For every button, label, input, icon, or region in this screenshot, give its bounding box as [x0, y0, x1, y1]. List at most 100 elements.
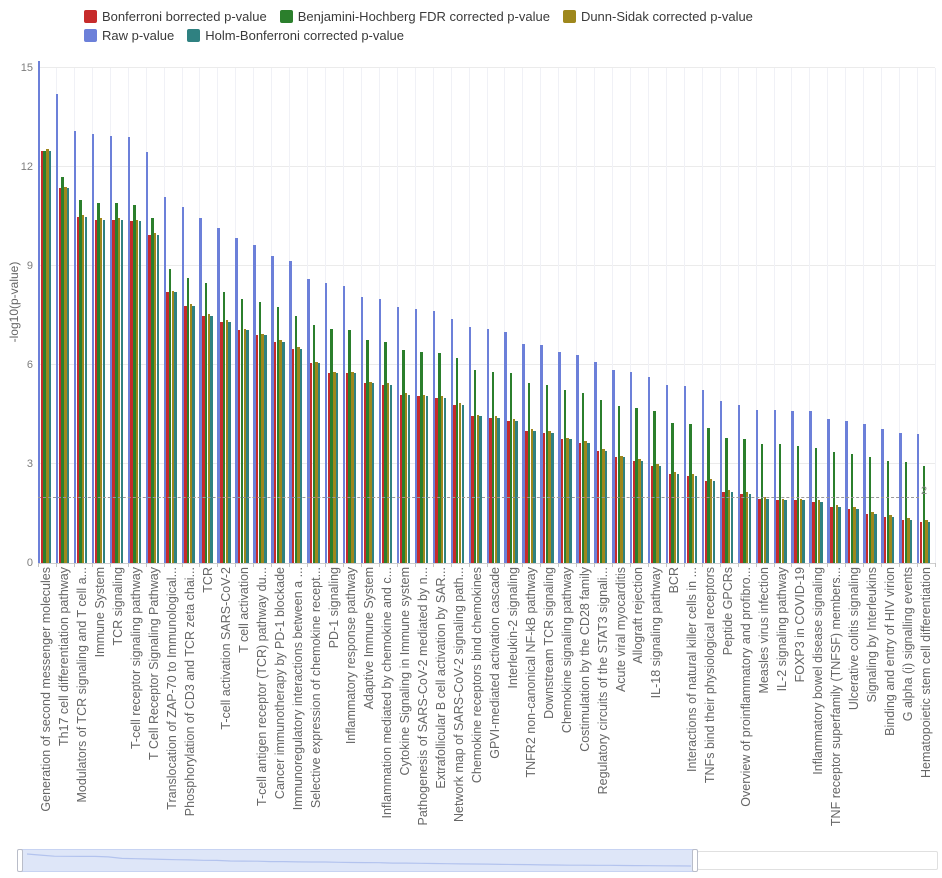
- bar-raw[interactable]: [289, 261, 292, 563]
- bar-holm[interactable]: [605, 450, 608, 563]
- bar-bh_fdr[interactable]: [778, 444, 782, 563]
- bar-bonferroni[interactable]: [273, 341, 277, 563]
- bar-holm[interactable]: [497, 417, 500, 563]
- bar-dunn_sidak[interactable]: [315, 361, 318, 563]
- bar-bonferroni[interactable]: [220, 322, 223, 563]
- bar-bonferroni[interactable]: [596, 450, 600, 563]
- bar-bh_fdr[interactable]: [133, 204, 136, 563]
- navigator-track-remainder[interactable]: [697, 851, 938, 870]
- bar-bonferroni[interactable]: [130, 221, 133, 563]
- bar-dunn_sidak[interactable]: [925, 520, 928, 563]
- bar-holm[interactable]: [910, 520, 913, 563]
- bar-dunn_sidak[interactable]: [638, 459, 641, 563]
- bar-dunn_sidak[interactable]: [135, 219, 139, 563]
- bar-dunn_sidak[interactable]: [530, 429, 533, 563]
- bar-raw[interactable]: [719, 401, 723, 563]
- bar-bonferroni[interactable]: [112, 219, 115, 563]
- bar-bh_fdr[interactable]: [456, 358, 459, 563]
- bar-bonferroni[interactable]: [830, 506, 833, 563]
- bar-bh_fdr[interactable]: [151, 218, 154, 563]
- legend-item-bh_fdr[interactable]: Benjamini-Hochberg FDR corrected p-value: [279, 9, 550, 24]
- bar-raw[interactable]: [199, 218, 202, 563]
- bar-bh_fdr[interactable]: [438, 353, 441, 563]
- bar-bh_fdr[interactable]: [312, 325, 315, 563]
- bar-raw[interactable]: [414, 308, 418, 563]
- bar-holm[interactable]: [407, 394, 411, 563]
- bar-bonferroni[interactable]: [291, 348, 295, 563]
- bar-bh_fdr[interactable]: [384, 341, 387, 563]
- bar-raw[interactable]: [881, 429, 884, 563]
- bar-bonferroni[interactable]: [399, 394, 402, 563]
- bar-holm[interactable]: [838, 506, 841, 563]
- bar-holm[interactable]: [622, 457, 626, 563]
- bar-holm[interactable]: [210, 315, 213, 563]
- bar-bh_fdr[interactable]: [545, 384, 549, 563]
- bar-holm[interactable]: [784, 500, 787, 563]
- bar-bonferroni[interactable]: [453, 404, 456, 563]
- bar-raw[interactable]: [91, 134, 95, 563]
- bar-bh_fdr[interactable]: [186, 277, 190, 563]
- bar-bh_fdr[interactable]: [653, 411, 656, 563]
- bar-dunn_sidak[interactable]: [584, 440, 587, 563]
- bar-raw[interactable]: [558, 351, 561, 563]
- bar-dunn_sidak[interactable]: [889, 515, 892, 563]
- bar-dunn_sidak[interactable]: [871, 511, 874, 563]
- bar-bonferroni[interactable]: [614, 457, 618, 563]
- bar-bh_fdr[interactable]: [366, 340, 369, 563]
- bar-dunn_sidak[interactable]: [351, 371, 354, 563]
- bar-bonferroni[interactable]: [740, 493, 743, 563]
- bar-raw[interactable]: [594, 361, 597, 563]
- bar-bonferroni[interactable]: [722, 492, 725, 563]
- bar-bh_fdr[interactable]: [491, 371, 495, 563]
- bar-bh_fdr[interactable]: [761, 444, 764, 563]
- bar-bh_fdr[interactable]: [725, 437, 728, 563]
- bar-bonferroni[interactable]: [381, 384, 385, 563]
- bar-holm[interactable]: [676, 473, 680, 563]
- bar-bh_fdr[interactable]: [79, 200, 82, 563]
- bar-dunn_sidak[interactable]: [602, 449, 605, 563]
- bar-bonferroni[interactable]: [507, 421, 510, 563]
- bar-raw[interactable]: [307, 279, 310, 563]
- bar-raw[interactable]: [235, 237, 238, 563]
- bar-dunn_sidak[interactable]: [404, 393, 408, 563]
- bar-bh_fdr[interactable]: [348, 330, 351, 563]
- bar-holm[interactable]: [246, 330, 249, 563]
- bar-holm[interactable]: [156, 234, 159, 563]
- bar-bonferroni[interactable]: [40, 150, 44, 563]
- bar-dunn_sidak[interactable]: [799, 498, 803, 563]
- bar-raw[interactable]: [486, 328, 489, 563]
- bar-bh_fdr[interactable]: [402, 350, 405, 563]
- bar-holm[interactable]: [658, 465, 662, 563]
- bar-dunn_sidak[interactable]: [674, 472, 677, 563]
- bar-bonferroni[interactable]: [758, 498, 761, 563]
- bar-dunn_sidak[interactable]: [835, 505, 838, 563]
- bar-dunn_sidak[interactable]: [494, 416, 498, 563]
- bar-dunn_sidak[interactable]: [225, 320, 228, 563]
- bar-dunn_sidak[interactable]: [422, 394, 426, 563]
- bar-holm[interactable]: [120, 219, 124, 563]
- bar-bonferroni[interactable]: [471, 416, 474, 563]
- bar-dunn_sidak[interactable]: [333, 371, 336, 563]
- bar-bh_fdr[interactable]: [743, 439, 746, 563]
- bar-holm[interactable]: [102, 219, 106, 563]
- bar-dunn_sidak[interactable]: [117, 218, 121, 563]
- bar-holm[interactable]: [820, 501, 823, 563]
- bar-holm[interactable]: [892, 516, 895, 563]
- bar-bonferroni[interactable]: [668, 473, 672, 563]
- bar-bonferroni[interactable]: [238, 330, 241, 563]
- bar-holm[interactable]: [766, 498, 769, 563]
- bar-bonferroni[interactable]: [883, 516, 887, 563]
- bar-dunn_sidak[interactable]: [279, 340, 282, 563]
- bar-raw[interactable]: [271, 256, 274, 563]
- bar-raw[interactable]: [145, 152, 149, 563]
- bar-bonferroni[interactable]: [327, 373, 331, 563]
- bar-bh_fdr[interactable]: [97, 203, 100, 563]
- bar-raw[interactable]: [522, 343, 525, 563]
- bar-bh_fdr[interactable]: [850, 454, 854, 563]
- bar-holm[interactable]: [264, 335, 267, 563]
- bar-dunn_sidak[interactable]: [817, 500, 821, 563]
- bar-holm[interactable]: [300, 348, 303, 563]
- bar-bh_fdr[interactable]: [707, 427, 710, 563]
- bar-holm[interactable]: [874, 513, 877, 563]
- bar-bonferroni[interactable]: [309, 363, 313, 563]
